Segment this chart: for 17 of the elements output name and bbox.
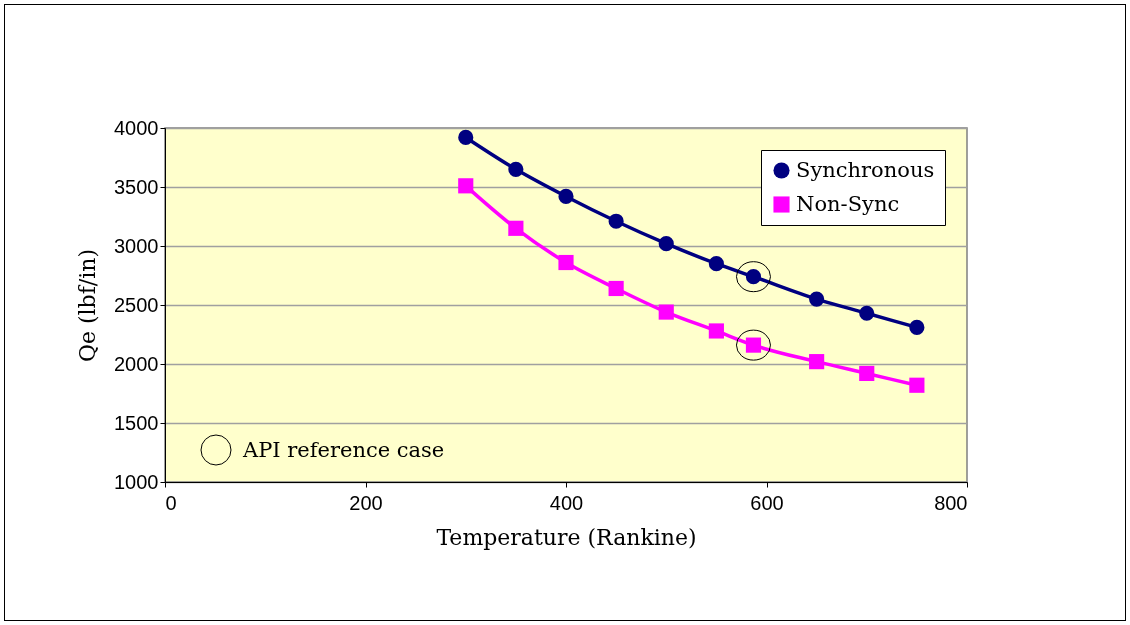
y-tick-label: 1500 — [114, 411, 159, 434]
y-axis-title: Qe (lbf/in) — [75, 248, 101, 363]
x-tick-label: 600 — [750, 491, 784, 514]
x-axis-title: Temperature (Rankine) — [436, 524, 697, 550]
y-tick-label: 4000 — [114, 116, 159, 139]
y-tick-label: 2500 — [114, 293, 159, 316]
x-tick-label: 400 — [549, 491, 584, 514]
legend-label: Synchronous — [796, 157, 935, 182]
x-tick-label: 200 — [349, 491, 383, 514]
x-tick-label: 800 — [934, 491, 968, 514]
y-tick-label: 1000 — [114, 470, 159, 493]
legend-label: Non-Sync — [796, 191, 900, 216]
y-tick-label: 3000 — [114, 234, 159, 257]
y-tick-label: 2000 — [114, 352, 159, 375]
x-tick-label: 0 — [165, 491, 177, 514]
annotation: API reference case — [242, 438, 445, 462]
y-tick-label: 3500 — [114, 175, 159, 198]
